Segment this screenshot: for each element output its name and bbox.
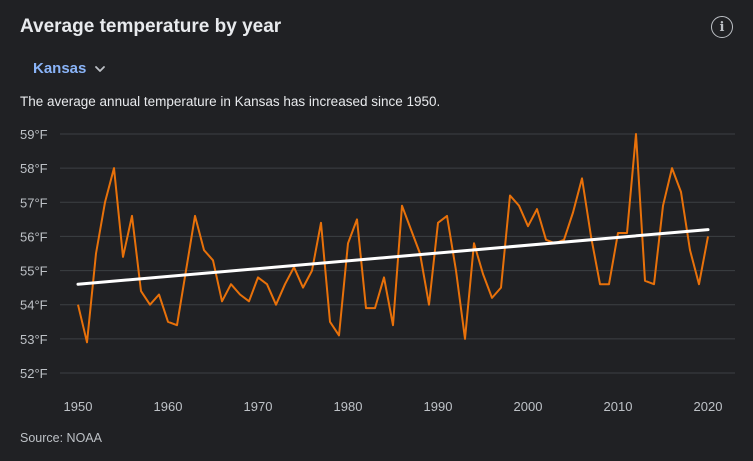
x-tick-label: 2000	[514, 399, 543, 414]
info-icon[interactable]: i	[711, 16, 733, 38]
region-dropdown[interactable]: Kansas	[33, 60, 106, 77]
y-tick-label: 59°F	[20, 127, 48, 142]
region-dropdown-value: Kansas	[33, 60, 87, 77]
y-tick-label: 56°F	[20, 229, 48, 244]
chart-title: Average temperature by year	[20, 16, 282, 37]
x-tick-label: 2010	[604, 399, 633, 414]
y-tick-label: 55°F	[20, 264, 48, 279]
chevron-down-icon	[95, 65, 106, 72]
trend-line	[76, 228, 710, 286]
x-tick-label: 1990	[424, 399, 453, 414]
y-tick-label: 54°F	[20, 298, 48, 313]
source-note: Source: NOAA	[20, 431, 102, 445]
y-tick-label: 53°F	[20, 332, 48, 347]
x-tick-label: 2020	[694, 399, 723, 414]
chart-description: The average annual temperature in Kansas…	[20, 94, 441, 109]
y-tick-label: 52°F	[20, 366, 48, 381]
x-tick-label: 1950	[64, 399, 93, 414]
y-tick-label: 58°F	[20, 161, 48, 176]
x-tick-label: 1970	[244, 399, 273, 414]
x-tick-label: 1960	[154, 399, 183, 414]
x-tick-label: 1980	[334, 399, 363, 414]
y-tick-label: 57°F	[20, 195, 48, 210]
